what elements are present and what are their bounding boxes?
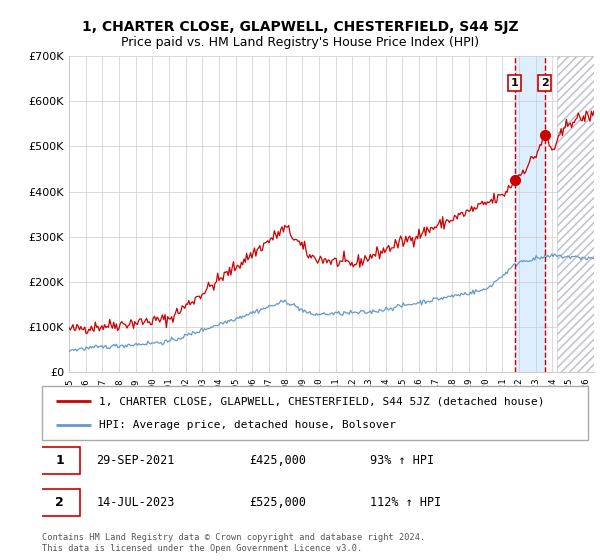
Text: 29-SEP-2021: 29-SEP-2021 (97, 454, 175, 468)
Text: 1, CHARTER CLOSE, GLAPWELL, CHESTERFIELD, S44 5JZ (detached house): 1, CHARTER CLOSE, GLAPWELL, CHESTERFIELD… (100, 396, 545, 407)
Text: Price paid vs. HM Land Registry's House Price Index (HPI): Price paid vs. HM Land Registry's House … (121, 36, 479, 49)
Text: 1: 1 (55, 454, 64, 468)
Text: 93% ↑ HPI: 93% ↑ HPI (370, 454, 434, 468)
FancyBboxPatch shape (39, 447, 80, 474)
Text: HPI: Average price, detached house, Bolsover: HPI: Average price, detached house, Bols… (100, 419, 397, 430)
Text: £425,000: £425,000 (250, 454, 307, 468)
Text: 14-JUL-2023: 14-JUL-2023 (97, 496, 175, 510)
Text: 2: 2 (541, 78, 548, 88)
Text: 2: 2 (55, 496, 64, 510)
Text: 112% ↑ HPI: 112% ↑ HPI (370, 496, 441, 510)
Bar (515, 56, 545, 372)
Text: £525,000: £525,000 (250, 496, 307, 510)
FancyBboxPatch shape (39, 489, 80, 516)
Text: Contains HM Land Registry data © Crown copyright and database right 2024.
This d: Contains HM Land Registry data © Crown c… (42, 533, 425, 553)
Text: 1, CHARTER CLOSE, GLAPWELL, CHESTERFIELD, S44 5JZ: 1, CHARTER CLOSE, GLAPWELL, CHESTERFIELD… (82, 20, 518, 34)
FancyBboxPatch shape (42, 386, 588, 440)
Text: 1: 1 (511, 78, 519, 88)
